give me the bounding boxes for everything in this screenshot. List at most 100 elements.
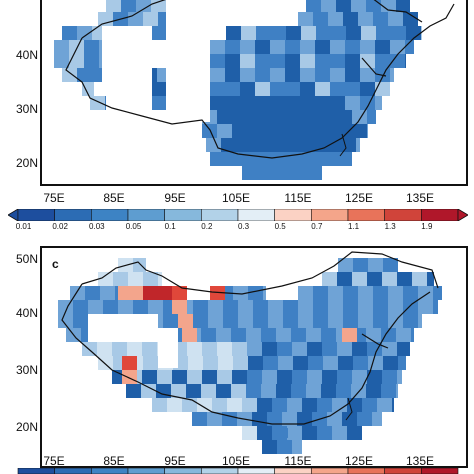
grid-cell [391,26,406,40]
grid-cell [210,54,225,68]
grid-cell [326,138,341,152]
colorbar-segment [237,468,275,474]
grid-cell [375,54,390,68]
grid-cell-warm [182,328,197,342]
grid-cell [345,68,360,82]
grid-cell [352,342,367,356]
grid-cell [336,0,351,12]
grid-cell [367,370,382,384]
grid-cell [322,124,337,138]
grid-cell [358,12,373,26]
colorbar-max-arrow [457,209,468,221]
grid-cell [396,0,410,12]
grid-cell [337,272,352,286]
y-tick-label: 40N [15,48,38,62]
grid-cell [202,342,217,356]
grid-cell [277,124,292,138]
grid-cell [283,300,298,314]
grid-cell [202,370,217,384]
grid-cell [270,152,285,166]
grid-cell [270,82,285,96]
grid-cell [292,342,307,356]
panel-letter: c [52,257,59,271]
no-data-area [88,314,158,342]
grid-cell-warm [172,300,187,314]
x-tick-label: 95E [164,454,186,468]
grid-cell [366,384,381,398]
grid-cell [246,384,261,398]
grid-cell [352,370,367,384]
grid-cell [337,342,352,356]
grid-cell [322,110,337,124]
colorbar-tick-label: 0.03 [89,222,105,231]
grid-cell [54,54,69,68]
colorbar-tick-label: 0.1 [164,222,176,231]
grid-cell [360,40,375,54]
grid-cell [406,26,421,40]
grid-cell [291,328,306,342]
grid-cell [381,0,396,12]
grid-cell [373,286,388,300]
grid-cell-warm [157,286,172,300]
grid-cell [337,370,352,384]
grid-cell [360,82,375,96]
grid-cell [276,384,291,398]
x-tick-label: 135E [405,191,435,205]
grid-cell [152,96,166,110]
grid-cell [345,96,360,110]
grid-cell [287,426,302,440]
colorbar-segment [384,209,422,221]
x-tick-label: 75E [43,191,65,205]
colorbar-segment [274,468,312,474]
colorbar-min-arrow [8,209,19,221]
grid-cell [84,40,99,54]
grid-cell [112,342,127,356]
colorbar-tick-label: 1.9 [421,222,433,231]
grid-cell [232,342,247,356]
grid-cell [287,166,302,180]
grid-cell [58,314,73,328]
grid-cell [217,124,232,138]
colorbar-segment [164,209,202,221]
colorbar-tick-label: 0.5 [274,222,286,231]
grid-cell [257,398,272,412]
grid-cell [152,82,166,96]
grid-cell [208,314,223,328]
grid-cell [405,54,406,68]
colorbar-segment [91,209,129,221]
grid-cell [226,26,241,40]
colorbar-segment [384,468,422,474]
colorbar-segment [347,209,385,221]
grid-cell [392,398,394,412]
grid-cell [69,40,84,54]
grid-cell [307,342,322,356]
grid-cell [292,110,307,124]
grid-cell [352,272,367,286]
grid-cell [69,54,84,68]
grid-cell [266,138,281,152]
grid-cell [257,426,272,440]
x-tick-label: 105E [221,454,251,468]
grid-cell [285,54,300,68]
country-outline [65,0,455,159]
grid-cell [360,54,375,68]
grid-cell [242,166,257,180]
grid-cell [231,384,246,398]
grid-cell [403,300,418,314]
colorbar-segment [17,209,55,221]
grid-cell [353,258,368,272]
grid-cell [307,110,322,124]
grid-cell [98,356,113,370]
grid-cell [262,440,277,454]
grid-cell [92,68,102,82]
grid-cell [202,124,217,138]
grid-cell [84,54,99,68]
grid-cell [216,328,231,342]
grid-cell [313,300,328,314]
grid-cell [100,286,115,300]
grid-cell [62,26,77,40]
grid-cell [405,40,414,54]
grid-cell [210,82,225,96]
grid-cell [98,272,113,286]
grid-cell [403,12,418,26]
